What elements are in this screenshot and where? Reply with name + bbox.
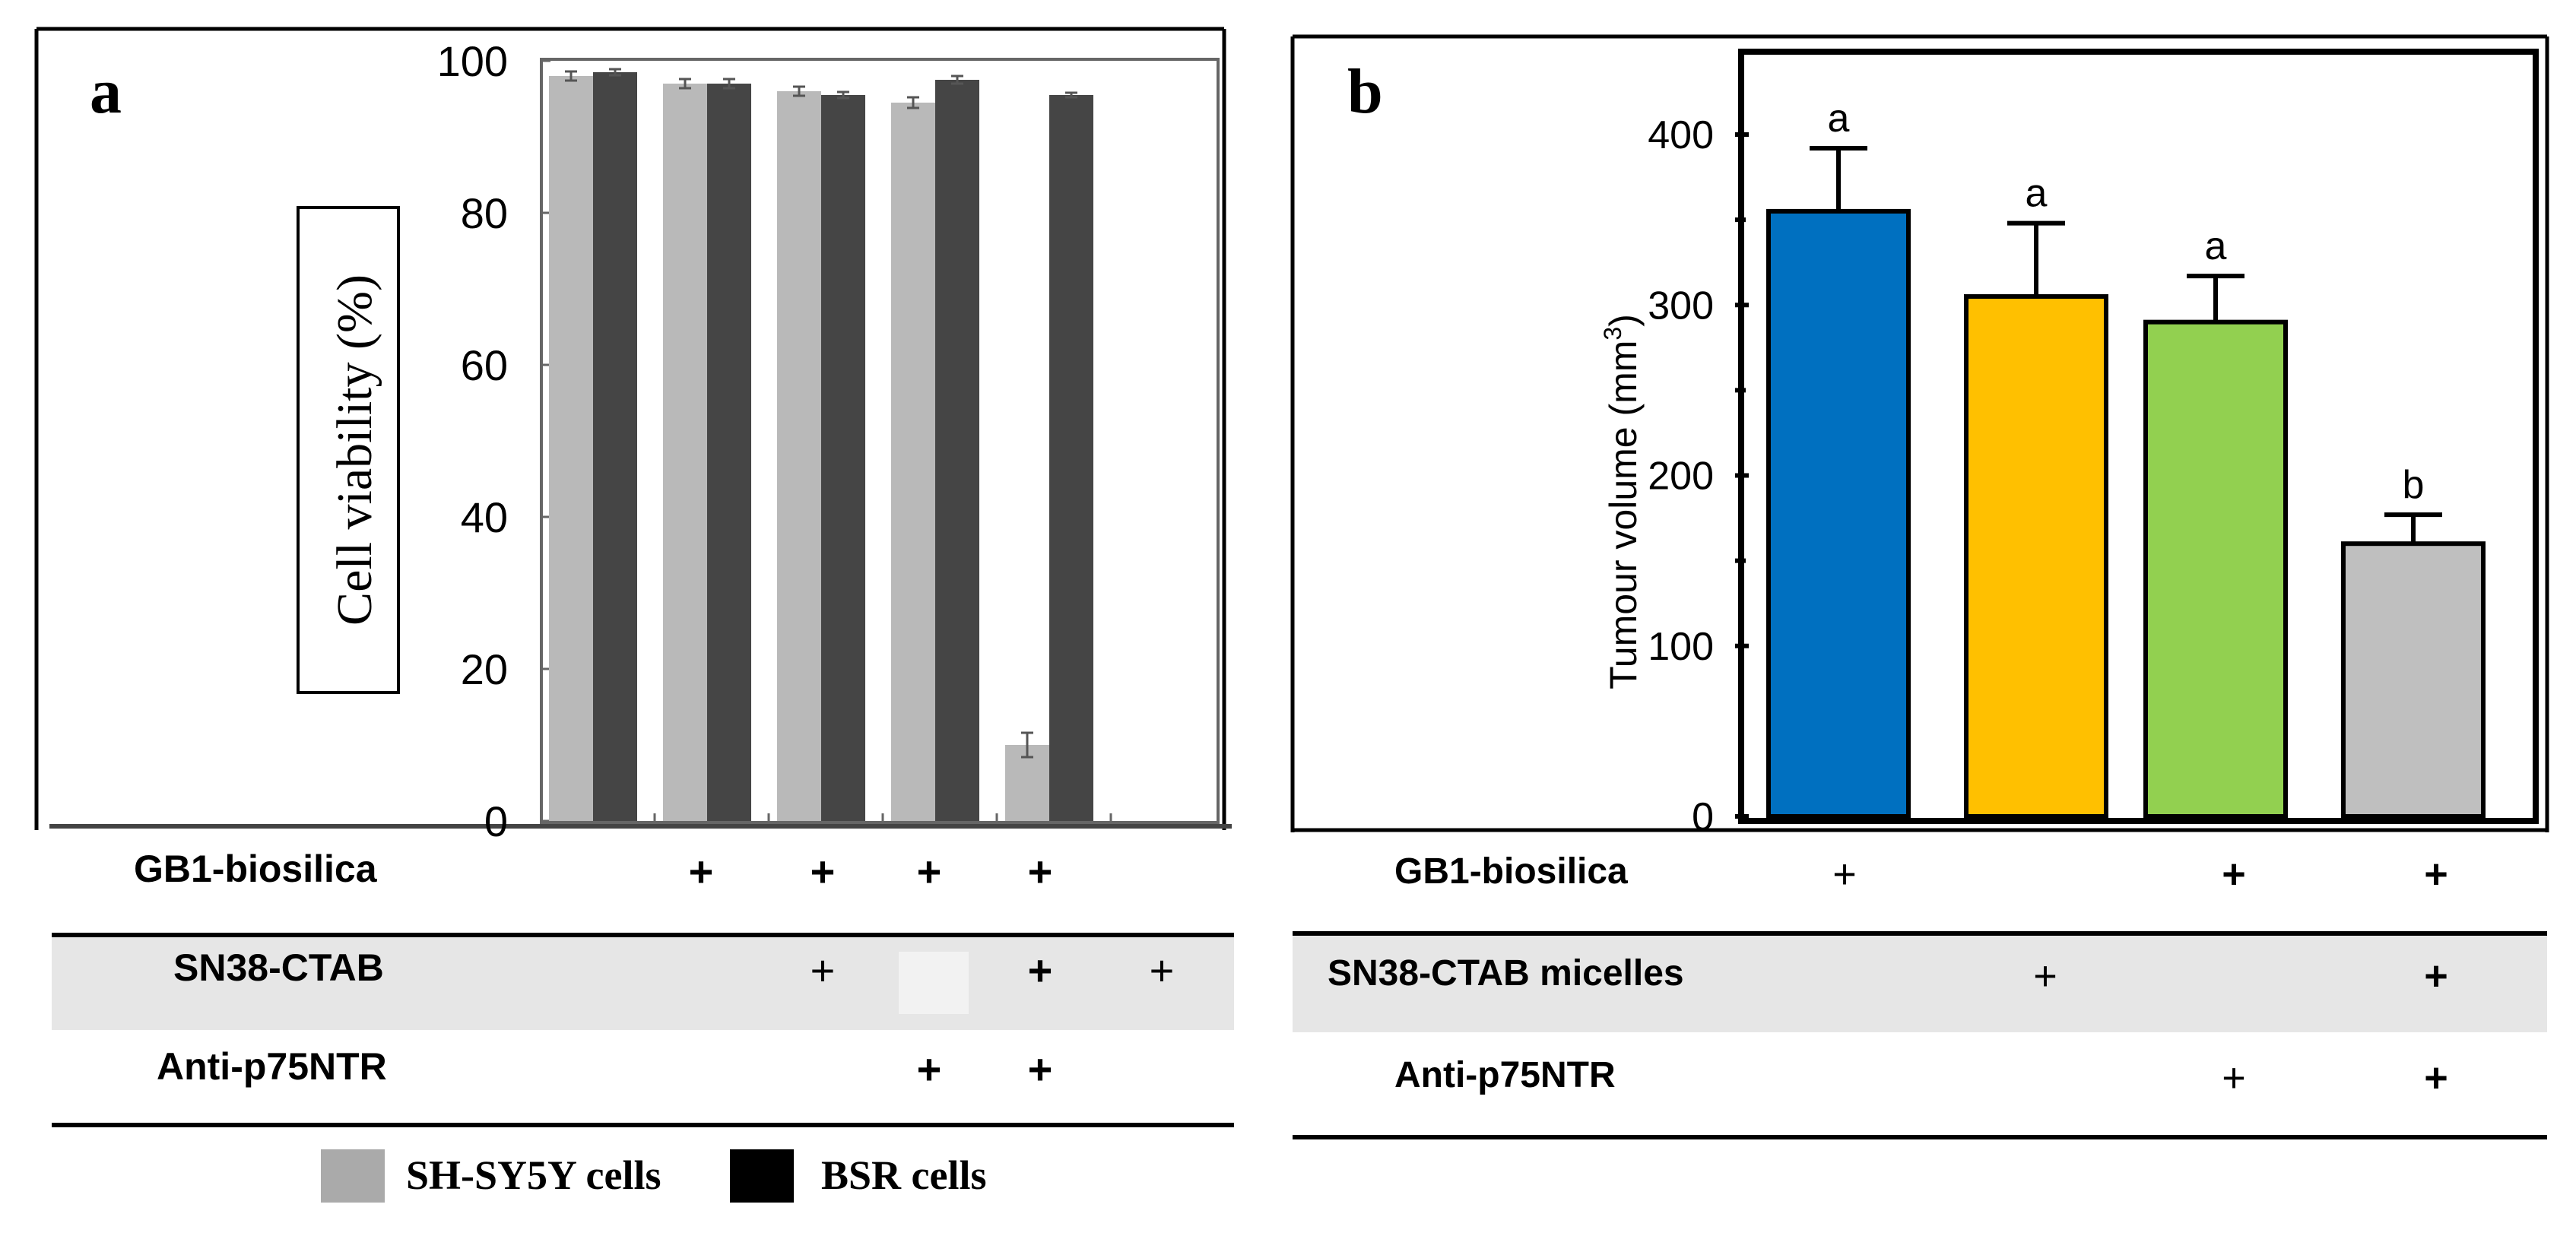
panel-b-ylabel: Tumour volume (mm3) — [1599, 314, 1645, 689]
bar-sh-sy5y-cells-3 — [777, 91, 821, 821]
panel-a-plus-mark: + — [689, 848, 714, 895]
panel-a-table-gap — [899, 952, 969, 1014]
panel-b-plus-mark: + — [2424, 953, 2448, 999]
bar-4 — [2341, 541, 2486, 819]
panel-a-row-label-gb1-biosilica: GB1-biosilica — [134, 848, 378, 890]
panel-a: a 0 20 40 60 80 100 Cell viability (%) GB1-bi… — [34, 27, 1234, 1203]
panel-a-ytick-label: 100 — [437, 37, 508, 85]
panel-a-ytick-label: 60 — [461, 341, 508, 389]
panel-b-plot-frame — [1738, 49, 2539, 824]
panel-b-ytick-label: 200 — [1648, 455, 1714, 499]
panel-b-plus-mark: + — [2424, 851, 2448, 897]
bar-sh-sy5y-cells-4 — [891, 103, 935, 821]
panel-b-plus-mark: + — [1832, 851, 1857, 897]
significance-letter: a — [1828, 97, 1850, 141]
panel-a-label: a — [90, 56, 122, 127]
legend-swatch-bsr — [730, 1149, 794, 1203]
legend-swatch-sh-sy5y — [321, 1149, 385, 1203]
panel-a-ylabel: Cell viability (%) — [327, 274, 382, 626]
legend-label-bsr: BSR cells — [821, 1152, 987, 1198]
bar-bsr-cells-3 — [821, 95, 865, 821]
panel-a-plus-mark: + — [1028, 946, 1053, 994]
panel-b: b 0 100 200 300 400 Tumour volume (mm3) a a a b… — [1290, 34, 2549, 1139]
bar-1 — [1766, 208, 1911, 819]
bar-sh-sy5y-cells-1 — [549, 76, 593, 821]
panel-a-plus-mark: + — [1028, 1045, 1053, 1093]
legend-label-sh-sy5y: SH-SY5Y cells — [406, 1152, 661, 1198]
bar-sh-sy5y-cells-2 — [663, 84, 707, 821]
panel-b-label: b — [1347, 56, 1383, 127]
panel-b-plus-mark: + — [2222, 851, 2246, 897]
panel-a-table-band — [52, 935, 1234, 1030]
panel-b-plus-mark: + — [2424, 1055, 2448, 1101]
panel-a-plus-mark: + — [811, 848, 836, 895]
panel-b-row-label-gb1-biosilica: GB1-biosilica — [1394, 851, 1628, 892]
panel-b-ytick-label: 0 — [1692, 795, 1714, 839]
panel-b-plus-mark: + — [2033, 953, 2057, 999]
panel-a-ytick-label: 20 — [461, 645, 508, 693]
significance-letter: a — [2026, 172, 2048, 216]
bar-3 — [2143, 319, 2288, 819]
panel-b-table-band — [1293, 935, 2547, 1032]
legend: SH-SY5Y cells BSR cells — [321, 1149, 987, 1203]
panel-a-ytick-label: 40 — [461, 493, 508, 541]
panel-a-ytick-label: 80 — [461, 189, 508, 237]
panel-a-row-label-sn38-ctab: SN38-CTAB — [173, 946, 384, 989]
panel-a-row-label-anti-p75ntr: Anti-p75NTR — [157, 1045, 387, 1088]
panel-b-ytick-label: 300 — [1648, 284, 1714, 328]
bar-bsr-cells-5 — [1049, 95, 1093, 821]
panel-b-row-label-anti-p75ntr: Anti-p75NTR — [1394, 1055, 1616, 1095]
significance-letter: a — [2205, 224, 2227, 268]
panel-a-plus-mark: + — [917, 848, 942, 895]
panel-b-ytick-label: 400 — [1648, 113, 1714, 157]
panel-a-plus-mark: + — [917, 1045, 942, 1093]
panel-b-row-label-sn38-ctab-micelles: SN38-CTAB micelles — [1328, 953, 1684, 994]
significance-letter: b — [2403, 463, 2425, 507]
panel-b-ytick-label: 100 — [1648, 625, 1714, 669]
panel-a-plot-frame — [540, 58, 1220, 824]
panel-a-ylabel-box — [297, 206, 400, 694]
bar-2 — [1964, 294, 2108, 819]
panel-a-plus-mark: + — [811, 946, 836, 994]
panel-a-plus-mark: + — [1150, 946, 1175, 994]
bar-bsr-cells-2 — [707, 84, 751, 821]
panel-a-plus-mark: + — [1028, 848, 1053, 895]
panel-a-ytick-label: 0 — [484, 797, 508, 845]
panel-b-plus-mark: + — [2222, 1055, 2246, 1101]
bar-bsr-cells-1 — [593, 72, 637, 821]
bar-bsr-cells-4 — [935, 80, 979, 821]
